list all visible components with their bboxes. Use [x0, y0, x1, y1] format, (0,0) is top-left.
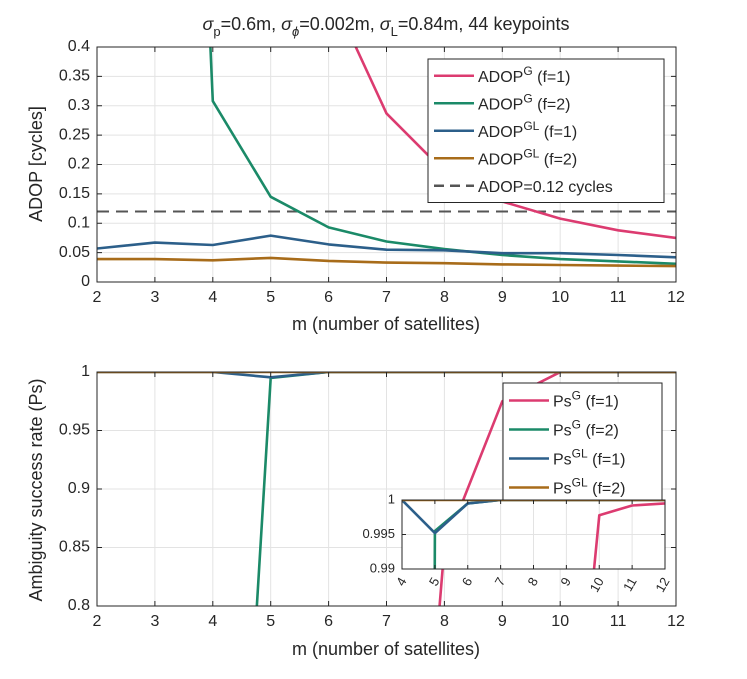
x-axis-label: m (number of satellites)	[292, 639, 480, 659]
legend-label: PsG (f=1)	[553, 389, 619, 411]
y-tick-label: 0.8	[68, 597, 90, 614]
x-tick-label: 4	[208, 613, 217, 630]
x-tick-label: 8	[440, 613, 449, 630]
y-tick-label: 0	[81, 273, 90, 290]
y-tick-label: 0.3	[68, 97, 90, 114]
y-tick-label: 0.2	[68, 156, 90, 173]
legend-label: PsGL (f=2)	[553, 476, 625, 498]
y-tick-label: 1	[388, 491, 395, 506]
legend-label: PsGL (f=1)	[553, 447, 625, 469]
y-tick-label: 0.99	[370, 560, 395, 575]
x-tick-label: 11	[610, 289, 627, 306]
x-tick-label: 10	[551, 289, 569, 306]
x-tick-label: 5	[266, 613, 275, 630]
x-tick-label: 9	[498, 613, 507, 630]
success-rate-chart: 2 3 4 5 6 7 8 9 10 11 12 0.8 0.85 0.9 0.95 1 m (number o…	[26, 363, 685, 659]
y-tick-label: 0.95	[59, 422, 90, 439]
x-tick-label: 12	[667, 613, 685, 630]
x-tick-label: 12	[652, 575, 672, 595]
y-tick-label: 0.1	[68, 214, 90, 231]
adop-chart: 2 3 4 5 6 7 8 9 10 11 12 0 0.05 0.1 0.15 0.2 0.25 0.3 0.35…	[26, 38, 685, 334]
x-tick-label: 10	[587, 575, 607, 595]
legend-label: ADOP=0.12 cycles	[478, 179, 613, 196]
series-line-f2_G	[209, 47, 676, 266]
x-tick-label: 11	[610, 613, 627, 630]
y-tick-label: 0.25	[59, 126, 90, 143]
x-axis-label: m (number of satellites)	[292, 314, 480, 334]
x-tick-label: 2	[93, 289, 102, 306]
y-tick-label: 0.85	[59, 539, 90, 556]
y-tick-label: 0.995	[362, 526, 395, 541]
x-tick-label: 3	[150, 613, 159, 630]
x-tick-label: 5	[266, 289, 275, 306]
y-tick-label: 1	[81, 363, 90, 380]
series-line-f1_G	[592, 502, 665, 569]
y-tick-label: 0.15	[59, 185, 90, 202]
y-axis-label: ADOP [cycles]	[26, 106, 46, 222]
x-tick-label: 2	[93, 613, 102, 630]
x-tick-label: 12	[667, 289, 685, 306]
y-tick-label: 0.35	[59, 68, 90, 85]
legend-label: ADOPG (f=1)	[478, 64, 570, 86]
x-tick-label: 6	[324, 613, 333, 630]
series-line-f1_GL	[402, 500, 665, 535]
x-tick-label: 10	[551, 613, 569, 630]
x-tick-label: 3	[150, 289, 159, 306]
legend-label: ADOPGL (f=2)	[478, 146, 577, 168]
x-tick-label: 4	[208, 289, 217, 306]
x-tick-label: 7	[382, 289, 391, 306]
figure-title: σp=0.6m, σϕ=0.002m, σL=0.84m, 44 keypoin…	[203, 14, 570, 39]
y-tick-label: 0.4	[68, 38, 90, 55]
y-tick-label: 0.05	[59, 244, 90, 261]
legend-label: PsG (f=2)	[553, 418, 619, 440]
x-tick-label: 11	[620, 575, 640, 594]
y-tick-label: 0.9	[68, 480, 90, 497]
legend-box	[502, 382, 663, 506]
x-tick-label: 8	[440, 289, 449, 306]
series-line-f2_GL	[97, 256, 676, 268]
y-axis-label: Ambiguity success rate (Ps)	[26, 378, 46, 601]
legend-label: ADOPGL (f=1)	[478, 119, 577, 141]
x-tick-label: 6	[324, 289, 333, 306]
x-tick-label: 9	[498, 289, 507, 306]
series-line-f1_GL	[97, 234, 676, 259]
x-tick-label: 7	[382, 613, 391, 630]
legend-label: ADOPG (f=2)	[478, 91, 570, 113]
